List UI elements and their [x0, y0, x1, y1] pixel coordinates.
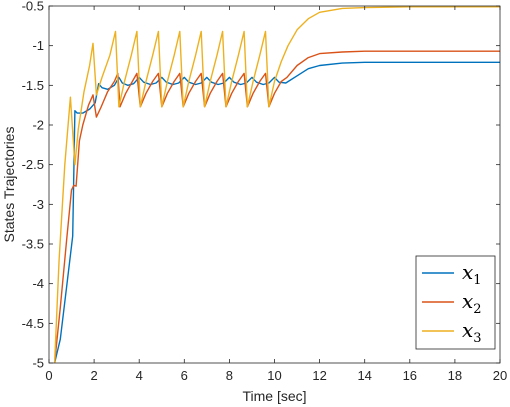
legend-label-x1: x1 [462, 260, 482, 288]
x-tick-label: 10 [267, 368, 281, 383]
y-tick-label: -0.5 [22, 0, 44, 14]
x-tick-label: 2 [90, 368, 97, 383]
y-tick-label: -3.5 [22, 237, 44, 252]
legend-label-x2: x2 [462, 289, 482, 317]
y-tick-label: -4 [32, 276, 44, 291]
x-tick-label: 14 [357, 368, 371, 383]
series-line-x1 [53, 61, 500, 364]
y-tick-label: -2.5 [22, 157, 44, 172]
y-tick-label: -1.5 [22, 78, 44, 93]
series-line-x2 [53, 50, 500, 364]
y-tick-label: -1 [32, 38, 44, 53]
x-tick-label: 0 [45, 368, 52, 383]
ticks: 0 2 4 6 8 10 12 14 16 18 20 -5 -4.5 -4 -3.5 -3 -2.5 -2 -1.… [22, 0, 508, 383]
x-tick-label: 16 [403, 368, 417, 383]
y-tick-label: -2 [32, 118, 44, 133]
series-layer [53, 6, 500, 364]
y-tick-label: -3 [32, 197, 44, 212]
x-tick-label: 8 [226, 368, 233, 383]
x-tick-label: 20 [493, 368, 507, 383]
x-tick-label: 4 [136, 368, 143, 383]
y-tick-label: -5 [32, 356, 44, 371]
x-tick-label: 12 [312, 368, 326, 383]
y-tick-label: -4.5 [22, 316, 44, 331]
series-line-x3 [53, 6, 500, 364]
legend-label-x3: x3 [462, 318, 482, 346]
x-axis-label: Time [sec] [242, 388, 306, 404]
x-tick-label: 6 [181, 368, 188, 383]
y-axis-label: States Trajectories [1, 127, 17, 243]
x-tick-label: 18 [448, 368, 462, 383]
